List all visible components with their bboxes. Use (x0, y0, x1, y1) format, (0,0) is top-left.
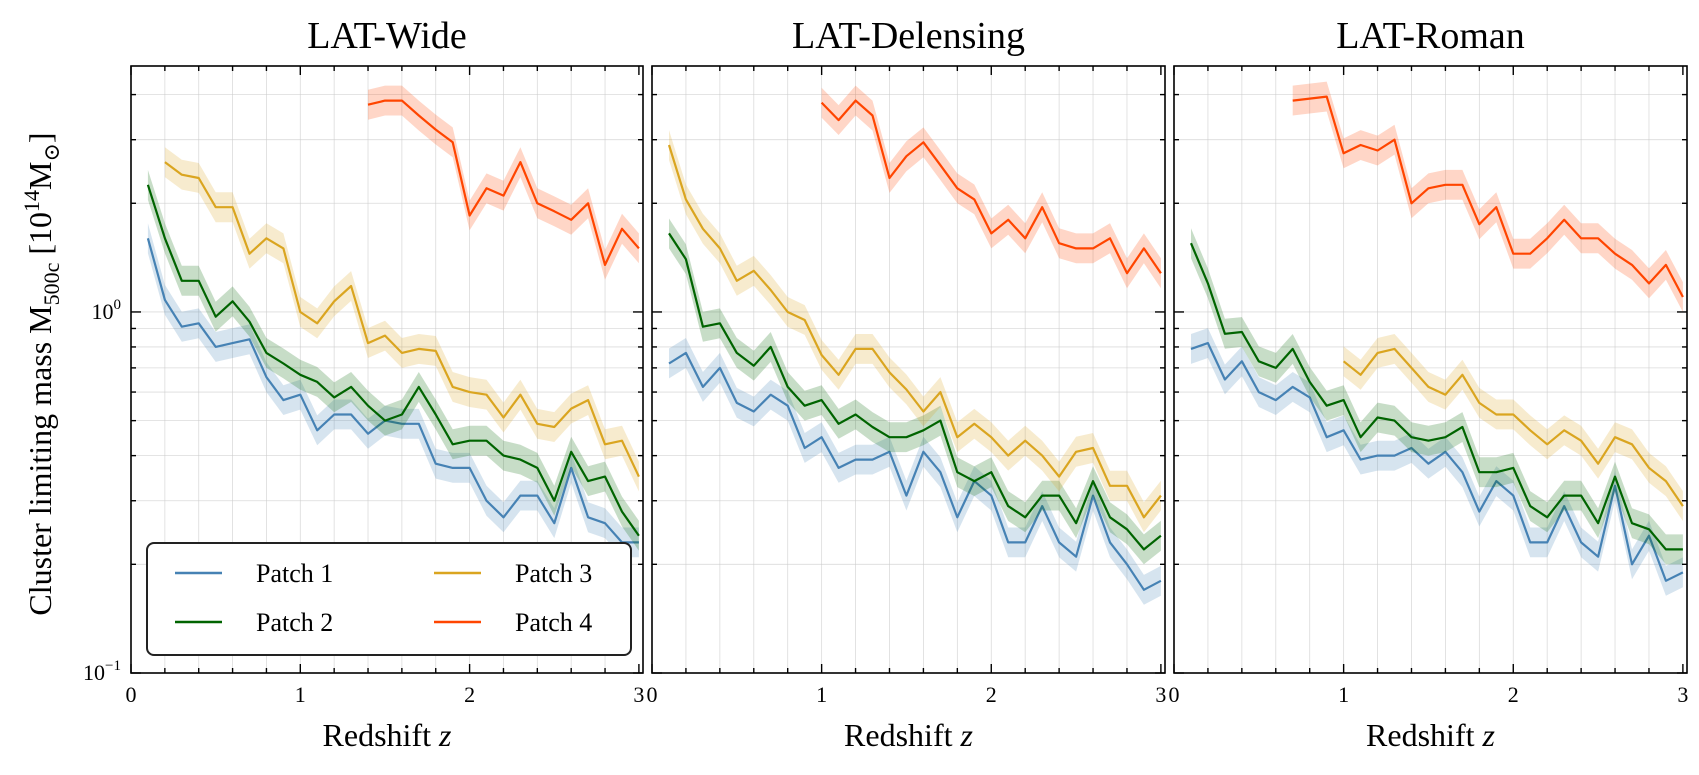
panel-title: LAT-Roman (1336, 15, 1525, 57)
x-tick-label: 2 (464, 682, 475, 707)
y-axis-label-unit-close: M (22, 161, 58, 189)
panels-layer: LAT-Wide 0 1 2 3 Redshift z LAT-Delensing 0 1 2 3 R… (126, 15, 1689, 753)
series-line-patch-1 (668, 351, 1162, 591)
y-axis-label-unit-open: [10 (22, 212, 58, 263)
y-axis-label-sub: 500c (39, 262, 64, 305)
legend-label-patch-1: Patch 1 (256, 559, 333, 588)
x-tick-label: 0 (1169, 682, 1180, 707)
band-patch-1 (147, 223, 639, 558)
panel-frame (651, 65, 1166, 674)
x-tick-label: 1 (295, 682, 306, 707)
legend-label-patch-2: Patch 2 (256, 608, 333, 637)
legend-label-patch-4: Patch 4 (515, 608, 592, 637)
series-line-patch-3 (667, 144, 1162, 519)
x-tick-label: 3 (1155, 682, 1166, 707)
x-tick-label: 1 (1338, 682, 1349, 707)
series-line-patch-3 (1342, 347, 1684, 507)
y-axis-label-main: Cluster limiting mass M (22, 305, 58, 615)
x-axis-label: Redshift z (1366, 717, 1495, 753)
y-axis-label-unit-end: ] (22, 132, 58, 143)
panel-ticks (1173, 66, 1687, 674)
legend-label-patch-3: Patch 3 (515, 559, 592, 588)
band-patch-2 (1191, 228, 1683, 565)
band-patch-2 (669, 218, 1161, 565)
x-axis-label-text: Redshift (323, 717, 439, 753)
panel-lat-roman: LAT-Roman 0 1 2 3 Redshift z (1169, 15, 1689, 753)
series-line-patch-2 (146, 184, 640, 537)
x-tick-label: 1 (816, 682, 827, 707)
panel-title: LAT-Wide (307, 15, 467, 57)
y-tick-label-base: 10 (92, 299, 114, 324)
y-tick-label: 10−1 (83, 658, 121, 685)
panel-frame (130, 65, 644, 674)
x-tick-label: 0 (647, 682, 658, 707)
panel-ticks (651, 66, 1165, 674)
panel-lat-wide: LAT-Wide 0 1 2 3 Redshift z (126, 15, 645, 753)
band-patch-3 (1343, 334, 1683, 521)
legend: Patch 1 Patch 2 Patch 3 Patch 4 (146, 542, 632, 656)
y-axis-label-unit-exp: 14 (19, 190, 44, 212)
band-patch-1 (1191, 328, 1683, 596)
y-tick-label-exp: −1 (105, 658, 121, 674)
x-axis-label: Redshift z (844, 717, 973, 753)
series-line-patch-1 (1190, 342, 1684, 582)
x-tick-label: 2 (986, 682, 997, 707)
y-tick-label-base: 10 (83, 660, 105, 685)
y-axis-label-sun: ⊙ (39, 143, 64, 161)
y-tick-label-exp: 0 (114, 297, 122, 313)
band-patch-3 (164, 147, 639, 492)
legend-box (146, 542, 632, 656)
x-axis-label-var: z (438, 717, 452, 753)
panel-ticks (130, 66, 643, 674)
panel-title: LAT-Delensing (792, 15, 1025, 57)
x-axis-label-var: z (1481, 717, 1495, 753)
x-tick-label: 3 (1677, 682, 1688, 707)
series-line-patch-4 (820, 99, 1162, 275)
x-tick-label: 0 (126, 682, 137, 707)
series-line-patch-4 (367, 99, 640, 266)
x-axis-label-text: Redshift (1366, 717, 1482, 753)
series-line-patch-4 (1292, 95, 1684, 298)
series-line-patch-2 (1189, 242, 1683, 551)
x-axis-label-var: z (959, 717, 973, 753)
series-line-patch-1 (146, 238, 639, 544)
band-patch-2 (147, 169, 639, 551)
band-patch-4 (821, 85, 1161, 289)
panel-lat-delensing: LAT-Delensing 0 1 2 3 Redshift z (647, 15, 1167, 753)
band-patch-4 (1292, 81, 1683, 312)
series-line-patch-2 (668, 232, 1162, 551)
panel-frame (1173, 65, 1688, 674)
y-axis-label: Cluster limiting mass M500c [1014M⊙] (19, 132, 64, 615)
band-patch-3 (669, 130, 1161, 533)
x-axis-label: Redshift z (323, 717, 452, 753)
x-tick-label: 3 (633, 682, 644, 707)
band-patch-4 (368, 85, 639, 280)
x-tick-label: 2 (1508, 682, 1519, 707)
y-tick-label: 100 (92, 297, 122, 324)
series-line-patch-3 (164, 161, 640, 478)
x-axis-label-text: Redshift (844, 717, 960, 753)
